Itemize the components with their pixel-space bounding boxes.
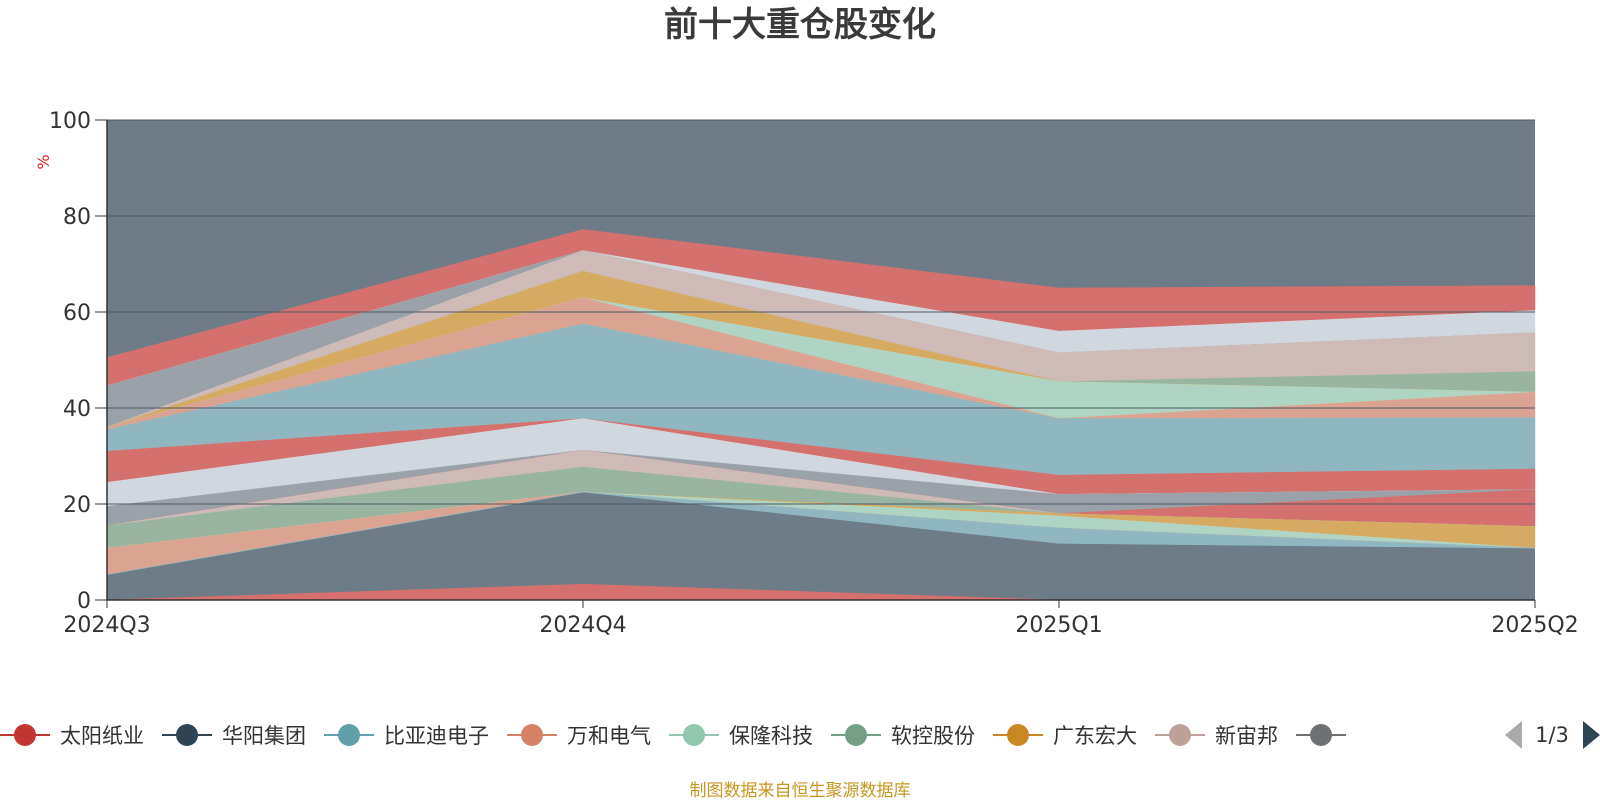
legend-item-9[interactable] xyxy=(1296,724,1346,746)
legend-marker-icon xyxy=(683,724,705,746)
legend-label: 保隆科技 xyxy=(729,724,813,748)
legend-label: 广东宏大 xyxy=(1053,724,1137,748)
area-band-19 xyxy=(106,491,1536,575)
legend-marker-icon xyxy=(1007,724,1029,746)
grid-lines xyxy=(107,119,1535,505)
legend-item-6[interactable]: 软控股份 xyxy=(831,724,975,748)
prev-page-icon[interactable] xyxy=(1505,721,1522,749)
chart-title: 前十大重仓股变化 xyxy=(664,5,936,45)
x-axis-ticks: 2024Q3 2024Q4 2025Q1 2025Q2 xyxy=(63,613,1578,638)
x-tick-label: 2024Q4 xyxy=(539,613,626,638)
legend-item-3[interactable]: 比亚迪电子 xyxy=(324,724,489,748)
legend-pager: 1/3 xyxy=(1505,721,1600,749)
legend-item-7[interactable]: 广东宏大 xyxy=(993,724,1137,748)
area-bands xyxy=(106,229,1536,601)
legend-marker-icon xyxy=(14,724,36,746)
legend-marker-icon xyxy=(845,724,867,746)
legend-marker-icon xyxy=(338,724,360,746)
legend-item-8[interactable]: 新宙邦 xyxy=(1155,724,1278,748)
legend-label: 太阳纸业 xyxy=(60,724,144,748)
legend-label: 比亚迪电子 xyxy=(384,724,489,748)
legend-item-1[interactable]: 太阳纸业 xyxy=(0,724,144,748)
x-tick-label: 2025Q2 xyxy=(1491,613,1578,638)
y-tick-label: 60 xyxy=(63,301,91,326)
legend-item-2[interactable]: 华阳集团 xyxy=(162,724,306,748)
y-axis-ticks: 0 20 40 60 80 100 xyxy=(49,109,91,614)
legend-label: 新宙邦 xyxy=(1215,724,1278,748)
y-tick-label: 20 xyxy=(63,493,91,518)
axes xyxy=(95,119,1536,608)
next-page-icon[interactable] xyxy=(1583,721,1600,749)
y-tick-label: 80 xyxy=(63,205,91,230)
legend-item-4[interactable]: 万和电气 xyxy=(507,724,651,748)
y-axis-unit: % xyxy=(34,154,53,169)
legend-page-indicator: 1/3 xyxy=(1535,723,1569,747)
x-tick-label: 2025Q1 xyxy=(1015,613,1102,638)
legend-item-5[interactable]: 保隆科技 xyxy=(669,724,813,748)
legend-marker-icon xyxy=(1310,724,1332,746)
legend-marker-icon xyxy=(1169,724,1191,746)
y-tick-label: 100 xyxy=(49,109,91,134)
y-tick-label: 0 xyxy=(77,589,91,614)
legend-marker-icon xyxy=(521,724,543,746)
legend: 太阳纸业 华阳集团 比亚迪电子 万和电气 保隆科技 软控股份 广东宏大 新宙邦 xyxy=(0,724,1346,748)
x-tick-label: 2024Q3 xyxy=(63,613,150,638)
legend-marker-icon xyxy=(176,724,198,746)
legend-label: 万和电气 xyxy=(567,724,651,748)
data-source-note: 制图数据来自恒生聚源数据库 xyxy=(690,781,911,800)
legend-label: 华阳集团 xyxy=(222,724,306,748)
legend-label: 软控股份 xyxy=(891,724,975,748)
y-tick-label: 40 xyxy=(63,397,91,422)
